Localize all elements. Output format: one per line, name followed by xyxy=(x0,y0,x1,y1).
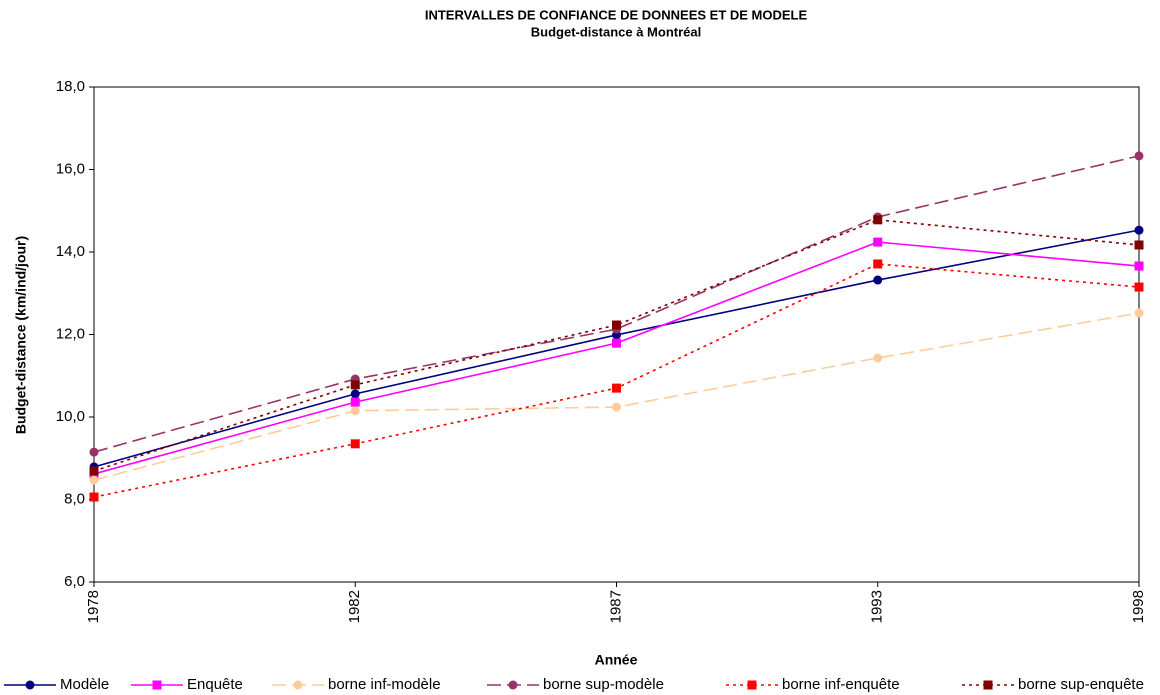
data-point xyxy=(873,215,883,225)
data-point xyxy=(873,353,883,363)
x-tick-label: 1998 xyxy=(1130,590,1147,623)
legend-marker xyxy=(747,680,757,690)
data-point xyxy=(612,383,621,393)
data-point xyxy=(89,475,99,485)
legend-marker xyxy=(293,680,303,690)
data-point xyxy=(1134,151,1144,161)
data-point xyxy=(350,406,360,416)
y-tick-label: 8,0 xyxy=(64,490,85,507)
legend-label: Modèle xyxy=(60,676,109,693)
data-point xyxy=(1134,308,1144,318)
data-point xyxy=(1134,261,1144,271)
data-point xyxy=(350,439,360,449)
data-point xyxy=(873,275,883,285)
y-tick-label: 10,0 xyxy=(56,408,85,425)
legend-label: borne inf-enquête xyxy=(782,676,900,693)
legend-marker xyxy=(983,680,993,690)
chart-subtitle: Budget-distance à Montréal xyxy=(531,24,701,39)
data-point xyxy=(350,380,360,390)
legend-label: borne inf-modèle xyxy=(328,676,441,693)
x-tick-label: 1978 xyxy=(85,590,102,623)
data-point xyxy=(89,466,99,476)
y-tick-label: 18,0 xyxy=(56,78,85,95)
data-point xyxy=(89,447,99,457)
x-tick-label: 1987 xyxy=(607,590,624,623)
data-point xyxy=(89,492,99,502)
x-tick-label: 1993 xyxy=(869,590,886,623)
data-point xyxy=(873,259,883,269)
legend-label: borne sup-enquête xyxy=(1018,676,1144,693)
data-point xyxy=(612,338,621,348)
legend-marker xyxy=(152,680,162,690)
data-point xyxy=(1134,225,1144,235)
y-tick-label: 16,0 xyxy=(56,160,85,177)
series-line xyxy=(93,263,1140,498)
data-point xyxy=(350,397,360,407)
data-point xyxy=(612,320,621,330)
series-line xyxy=(93,155,1140,453)
x-tick-label: 1982 xyxy=(346,590,363,623)
legend-label: borne sup-modèle xyxy=(543,676,664,693)
y-tick-label: 14,0 xyxy=(56,243,85,260)
y-tick-label: 12,0 xyxy=(56,325,85,342)
y-tick-label: 6,0 xyxy=(64,573,85,590)
data-point xyxy=(1134,282,1144,292)
chart-title: INTERVALLES DE CONFIANCE DE DONNEES ET D… xyxy=(425,7,808,22)
legend-label: Enquête xyxy=(187,676,243,693)
data-point xyxy=(1134,240,1144,250)
data-point xyxy=(873,237,883,247)
x-axis-label: Année xyxy=(595,652,638,668)
y-axis-label: Budget-distance (km/ind/jour) xyxy=(13,236,29,434)
legend-marker xyxy=(508,680,518,690)
legend-marker xyxy=(25,680,35,690)
series-line xyxy=(93,219,1140,472)
data-point xyxy=(612,402,621,412)
data-point xyxy=(350,389,360,399)
